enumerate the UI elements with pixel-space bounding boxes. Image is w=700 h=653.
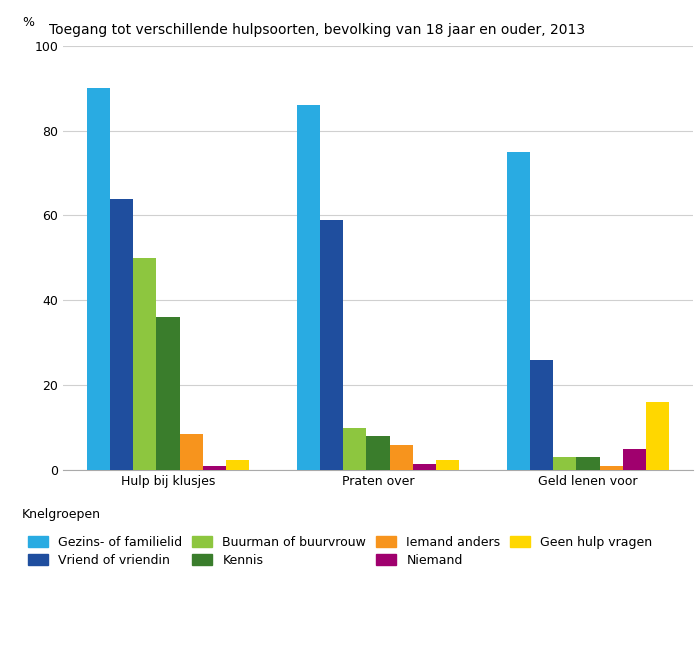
Bar (203, 466, 225, 470)
Bar (531, 360, 553, 470)
Text: Knelgroepen: Knelgroepen (22, 508, 101, 521)
Bar (553, 457, 576, 470)
Bar (133, 258, 156, 470)
Bar (367, 436, 389, 470)
Bar (111, 199, 133, 470)
Bar (645, 402, 669, 470)
Bar (179, 434, 203, 470)
Bar (321, 219, 344, 470)
Bar (389, 445, 412, 470)
Bar (435, 460, 459, 470)
Bar (156, 317, 179, 470)
Text: %: % (22, 16, 34, 29)
Bar (87, 88, 110, 470)
Text: Toegang tot verschillende hulpsoorten, bevolking van 18 jaar en ouder, 2013: Toegang tot verschillende hulpsoorten, b… (49, 23, 585, 37)
Bar (577, 457, 600, 470)
Bar (343, 428, 367, 470)
Bar (225, 460, 249, 470)
Bar (599, 466, 623, 470)
Bar (412, 464, 435, 470)
Bar (297, 105, 321, 470)
Bar (622, 449, 645, 470)
Legend: Gezins- of familielid, Vriend of vriendin, Buurman of buurvrouw, Kennis, Iemand : Gezins- of familielid, Vriend of vriendi… (28, 536, 652, 567)
Bar (507, 151, 531, 470)
